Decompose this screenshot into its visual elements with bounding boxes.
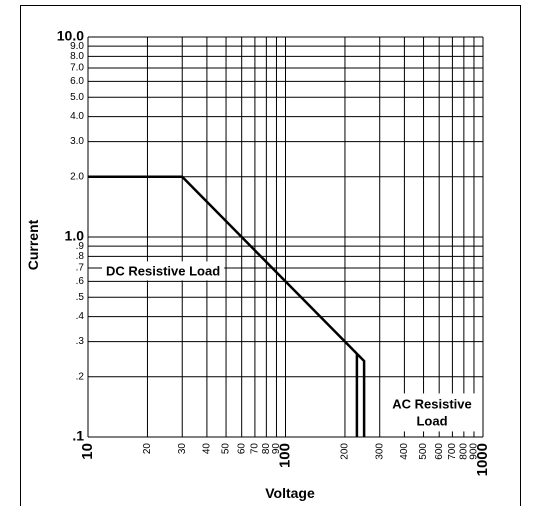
x-tick-label: 10 — [79, 443, 96, 460]
x-tick-label: 100 — [276, 443, 293, 468]
y-tick-label: .5 — [76, 292, 85, 303]
y-tick-label: .2 — [76, 371, 85, 382]
y-tick-label: 7.0 — [70, 63, 84, 74]
y-axis-label: Current — [25, 219, 41, 270]
y-tick-label: .4 — [76, 311, 85, 322]
ac-resistive-load-label-line: Load — [416, 413, 447, 428]
ac-resistive-load-label: AC Resistive Load — [392, 396, 471, 428]
dc-resistive-load-label-bg — [102, 261, 225, 281]
x-tick-label: 90 — [271, 443, 282, 455]
y-tick-label: 6.0 — [70, 76, 84, 87]
y-tick-labels: .1 .2 .3 .4 .5 .6 .7.8.91.0 2.0 3.0 4.0 5.0 6.0 7.08… — [57, 28, 85, 444]
dc-resistive-load-label: DC Resistive Load — [106, 263, 220, 278]
y-tick-label: 8.0 — [70, 51, 84, 62]
ac-resistive-load-label-bg — [387, 393, 477, 432]
ac-resistive-load-label-line: AC Resistive — [392, 396, 471, 411]
grid — [87, 36, 484, 438]
dc-resistive-load-line — [88, 175, 366, 437]
x-tick-label: 300 — [374, 443, 385, 460]
y-tick-label: .7 — [76, 263, 85, 274]
y-tick-label: .8 — [76, 251, 85, 262]
y-tick-label: 2.0 — [70, 171, 84, 182]
x-tick-label: 40 — [202, 443, 213, 455]
x-tick-label: 900 — [469, 443, 480, 460]
annotations: DC Resistive Load AC Resistive Load — [102, 261, 477, 432]
y-tick-label: .3 — [76, 336, 85, 347]
y-tick-label: .1 — [72, 428, 84, 444]
series-layer — [88, 175, 366, 437]
x-tick-label: 400 — [399, 443, 410, 460]
y-tick-label: 10.0 — [57, 28, 84, 44]
x-axis-label: Voltage — [265, 485, 315, 501]
y-tick-label: .9 — [76, 241, 85, 252]
y-tick-label: 9.0 — [70, 41, 84, 52]
x-tick-label: 200 — [340, 443, 351, 460]
x-tick-label: 30 — [177, 443, 188, 455]
x-tick-label: 500 — [418, 443, 429, 460]
x-tick-label: 700 — [447, 443, 458, 460]
y-tick-label: 3.0 — [70, 136, 84, 147]
x-tick-label: 20 — [142, 443, 153, 455]
y-tick-label: 5.0 — [70, 92, 84, 103]
x-tick-label: 50 — [221, 443, 232, 455]
x-tick-label: 80 — [261, 443, 272, 455]
y-tick-label: 1.0 — [65, 228, 85, 244]
y-tick-label: .6 — [76, 276, 85, 287]
x-tick-label: 800 — [459, 443, 470, 460]
y-tick-label: 4.0 — [70, 111, 84, 122]
x-tick-label: 70 — [250, 443, 261, 455]
x-tick-label: 600 — [434, 443, 445, 460]
x-tick-label: 1000 — [474, 443, 491, 476]
x-tick-label: 60 — [236, 443, 247, 455]
